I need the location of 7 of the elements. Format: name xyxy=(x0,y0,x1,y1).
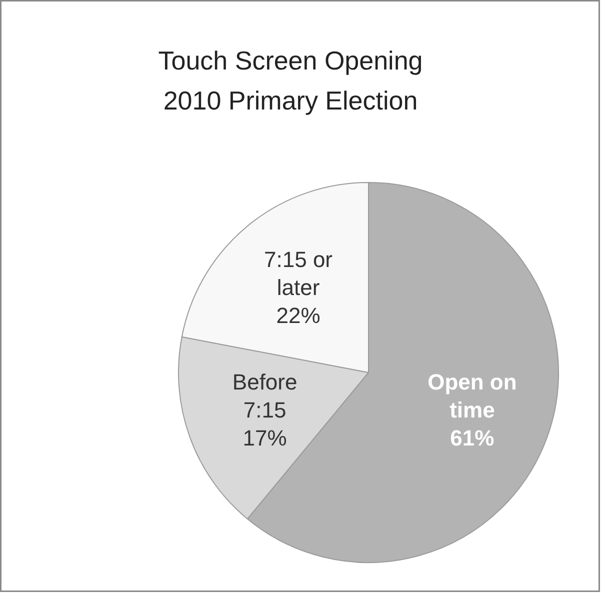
slice-label: 7:15 or later xyxy=(264,247,333,300)
chart-title: Touch Screen Opening 2010 Primary Election xyxy=(158,46,423,116)
data-label: 17% xyxy=(242,425,287,450)
slice-label: Open on time xyxy=(428,369,517,422)
data-label: 61% xyxy=(450,425,494,450)
data-label: 22% xyxy=(276,303,320,328)
slice-label: Before 7:15 xyxy=(232,369,298,422)
